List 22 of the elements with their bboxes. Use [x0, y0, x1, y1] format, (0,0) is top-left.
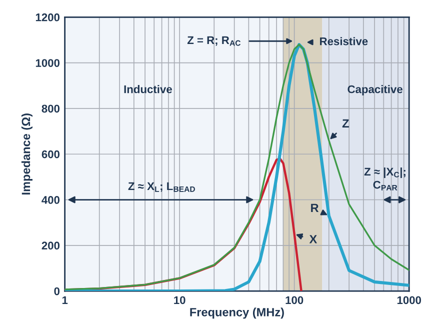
x-tick-label: 1 [62, 296, 68, 304]
y-tick-label: 800 [42, 104, 60, 113]
annotation: Capacitive [348, 85, 402, 96]
x-axis-title: Frequency (MHz) [190, 308, 284, 319]
x-tick-label: 100 [286, 296, 304, 304]
annotation: Z ≈ X$_{L}$; L$_{BEAD}$ [128, 182, 195, 192]
y-tick-label: 1200 [36, 13, 60, 22]
annotation: Inductive [124, 85, 172, 94]
y-tick-label: 200 [42, 242, 60, 250]
y-tick-label: 600 [42, 150, 60, 158]
y-tick-label: 1000 [36, 59, 60, 67]
y-tick-label: 400 [42, 196, 60, 204]
x-tick-label: 1000 [397, 296, 421, 304]
annotation: Resistive [320, 37, 368, 46]
y-axis-title: Impedance (Ω) [21, 114, 32, 194]
text: Z ≈ |X$_{C}$|; C$_{PAR}$ [364, 168, 406, 190]
y-tick-label: 0 [54, 287, 60, 296]
series-label: X [309, 235, 318, 244]
series-label: Z [342, 119, 349, 128]
annotation: Z = R; R$_{AC}$ [187, 36, 241, 46]
x-tick-label: 10 [174, 296, 186, 304]
series-label: R [311, 204, 319, 212]
